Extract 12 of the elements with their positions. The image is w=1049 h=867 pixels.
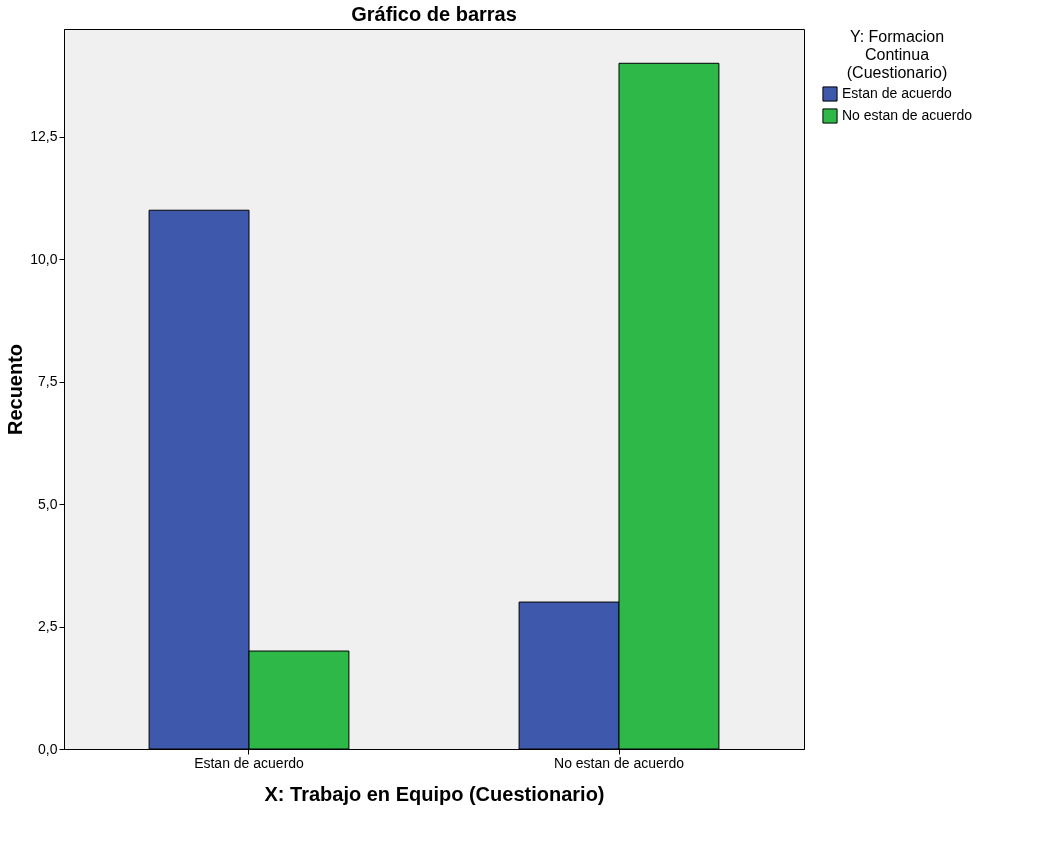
y-axis-title: Recuento [4, 343, 27, 436]
y-tick-label: 2,5 [38, 618, 58, 635]
y-tick-label: 5,0 [38, 495, 58, 512]
y-tick-label: 12,5 [30, 128, 58, 145]
y-tick-label: 7,5 [38, 373, 58, 390]
y-tick-label: 10,0 [30, 250, 58, 267]
legend-label: Estan de acuerdo [842, 85, 952, 101]
y-tick-label: 0,0 [38, 740, 58, 757]
legend-label: No estan de acuerdo [842, 107, 973, 123]
chart-title: Gráfico de barras [351, 3, 517, 25]
legend-title: Y: Formacion Continua (Cuestionario) [846, 28, 948, 81]
x-axis-title: X: Trabajo en Equipo (Cuestionario) [264, 782, 605, 805]
